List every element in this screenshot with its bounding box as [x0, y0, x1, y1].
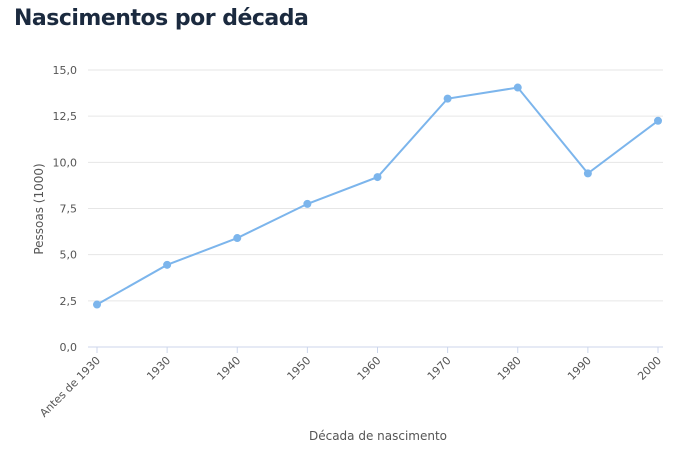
y-tick-label: 5,0: [60, 249, 78, 262]
y-axis-ticks: 0,0 2,5 5,0 7,5 10,0 12,5 15,0: [53, 64, 78, 354]
y-tick-label: 12,5: [53, 110, 78, 123]
x-tick-label: 1960: [355, 354, 384, 383]
series-line: [96, 86, 659, 306]
y-tick-label: 2,5: [60, 295, 78, 308]
y-tick-label: 10,0: [53, 156, 78, 169]
x-tick-label: 1930: [144, 354, 173, 383]
y-tick-label: 15,0: [53, 64, 78, 77]
y-tick-label: 0,0: [60, 341, 78, 354]
x-tick-label: 1980: [495, 354, 524, 383]
y-tick-label: 7,5: [60, 203, 78, 216]
data-point[interactable]: [513, 83, 522, 92]
data-point[interactable]: [93, 300, 101, 309]
data-point[interactable]: [303, 199, 312, 208]
x-axis-ticks: Antes de 1930 1930 1940 1950 1960 1970 1980 199…: [37, 347, 664, 420]
x-tick-label: 1970: [425, 354, 454, 383]
data-point[interactable]: [163, 260, 172, 269]
y-axis-title: Pessoas (1000): [32, 163, 46, 254]
x-axis-title: Década de nascimento: [309, 429, 447, 443]
data-point[interactable]: [654, 116, 662, 125]
data-point[interactable]: [233, 234, 242, 243]
x-tick-label: 1950: [285, 354, 314, 383]
data-point[interactable]: [443, 94, 452, 103]
data-point[interactable]: [373, 173, 382, 182]
x-tick-label: 1940: [214, 354, 243, 383]
x-tick-label: 1990: [565, 354, 594, 383]
chart-title: Nascimentos por década: [14, 6, 309, 31]
grid-lines: [88, 69, 663, 348]
data-point[interactable]: [583, 169, 592, 178]
x-tick-label: 2000: [635, 354, 664, 383]
x-tick-label: Antes de 1930: [37, 354, 103, 420]
series-points: [93, 83, 662, 309]
